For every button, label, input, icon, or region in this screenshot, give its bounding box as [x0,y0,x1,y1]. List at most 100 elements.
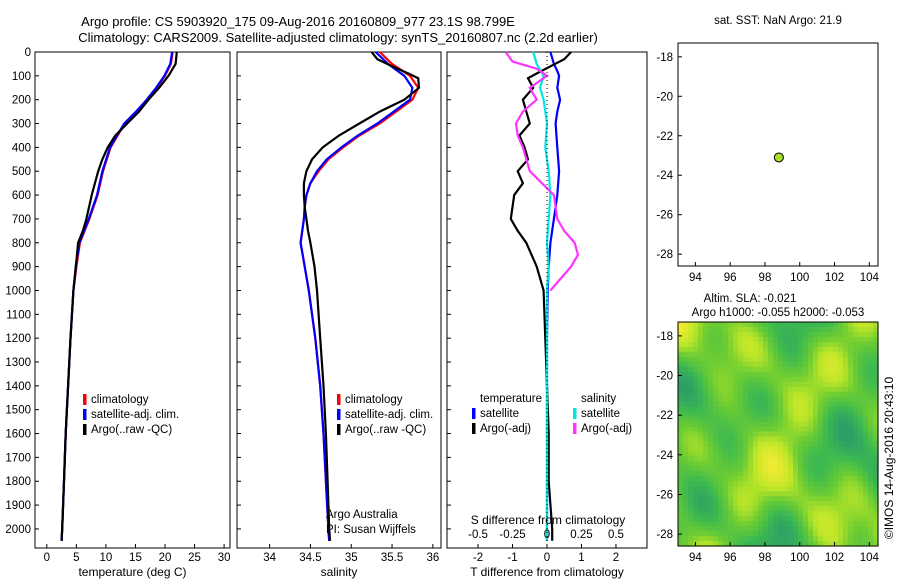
altimetry-cell [688,541,694,547]
altimetry-cell [693,476,699,482]
temperature-ytick-label: 700 [12,214,31,226]
altimetry-cell [753,441,759,448]
location-xtick-label: 104 [860,272,880,284]
altimetry-cell [833,506,839,512]
altimetry-cell [828,451,834,457]
altimetry-cell [793,506,799,512]
temperature-xtick-label: 30 [218,552,231,564]
altimetry-cell [843,416,849,423]
altimetry-cell [788,421,794,428]
altimetry-cell [768,411,774,418]
altimetry-cell [828,506,834,512]
altimetry-cell [748,406,754,413]
altimetry-cell [808,436,814,443]
altimetry-cell [763,436,769,443]
altimetry-cell [808,451,814,457]
altimetry-cell [698,486,704,492]
altimetry-cell [738,466,744,472]
altimetry-cell [688,351,694,358]
altimetry-cell [763,531,769,537]
altimetry-cell [858,371,864,378]
altimetry-cell [713,361,719,368]
altimetry-cell [853,441,859,448]
altimetry-cell [788,336,794,343]
altimetry-cell [853,506,859,512]
altimetry-cell [703,411,709,418]
altimetry-cell [818,411,824,418]
altimetry-cell [858,511,864,517]
altimetry-cell [858,501,864,507]
altimetry-cell [838,391,844,398]
temperature-legend-label: Argo(..raw -QC) [91,424,172,436]
altimetry-cell [828,416,834,423]
altimetry-cell [683,341,689,348]
altimetry-cell [863,331,869,338]
altimetry-cell [793,531,799,537]
altimetry-cell [808,361,814,368]
altimetry-cell [683,386,689,393]
altimetry-cell [778,531,784,537]
altimetry-cell [743,421,749,428]
altimetry-cell [853,436,859,443]
altimetry-cell [868,511,874,517]
altimetry-cell [728,436,734,443]
altimetry-cell [833,361,839,368]
altimetry-cell [733,401,739,408]
altimetry-cell [723,322,729,328]
altimetry-cell [838,511,844,517]
altimetry-cell [873,391,879,398]
altimetry-cell [748,471,754,477]
altimetry-cell [788,416,794,423]
altimetry-cell [763,491,769,497]
altimetry-cell [748,521,754,527]
altimetry-cell [688,376,694,383]
altimetry-cell [823,331,829,338]
altimetry-cell [863,401,869,408]
altimetry-cell [858,361,864,368]
altimetry-cell [708,322,714,328]
altimetry-cell [813,331,819,338]
altimetry-cell [848,416,854,423]
altimetry-cell [848,461,854,467]
altimetry-cell [768,356,774,363]
altimetry-cell [833,346,839,353]
altimetry-cell [843,541,849,547]
altimetry-cell [743,326,749,333]
altimetry-cell [863,521,869,527]
altimetry-cell [733,416,739,423]
altimetry-cell [778,501,784,507]
altimetry-cell [738,326,744,333]
altimetry-cell [833,476,839,482]
altimetry-cell [728,421,734,428]
altimetry-cell [863,526,869,532]
altimetry-cell [823,376,829,383]
altimetry-cell [728,481,734,487]
altimetry-cell [773,411,779,418]
altimetry-cell [733,451,739,457]
altimetry-cell [728,331,734,338]
altimetry-cell [868,336,874,343]
altimetry-cell [828,401,834,408]
altimetry-cell [773,466,779,472]
altimetry-cell [808,371,814,378]
altimetry-cell [843,506,849,512]
altimetry-cell [868,481,874,487]
temperature-xtick-label: 20 [159,552,172,564]
altimetry-cell [708,466,714,472]
altimetry-cell [688,431,694,438]
altimetry-cell [803,461,809,467]
altimetry-cell [863,461,869,467]
altimetry-cell [768,456,774,462]
location-ytick-label: -26 [656,210,673,222]
altimetry-cell [708,391,714,398]
altimetry-cell [808,331,814,338]
altimetry-cell [828,481,834,487]
altimetry-cell [848,431,854,438]
altimetry-cell [703,356,709,363]
altimetry-cell [798,376,804,383]
altimetry-cell [838,351,844,358]
altimetry-cell [838,322,844,328]
altimetry-cell [713,431,719,438]
altimetry-cell [803,386,809,393]
altimetry-cell [863,486,869,492]
